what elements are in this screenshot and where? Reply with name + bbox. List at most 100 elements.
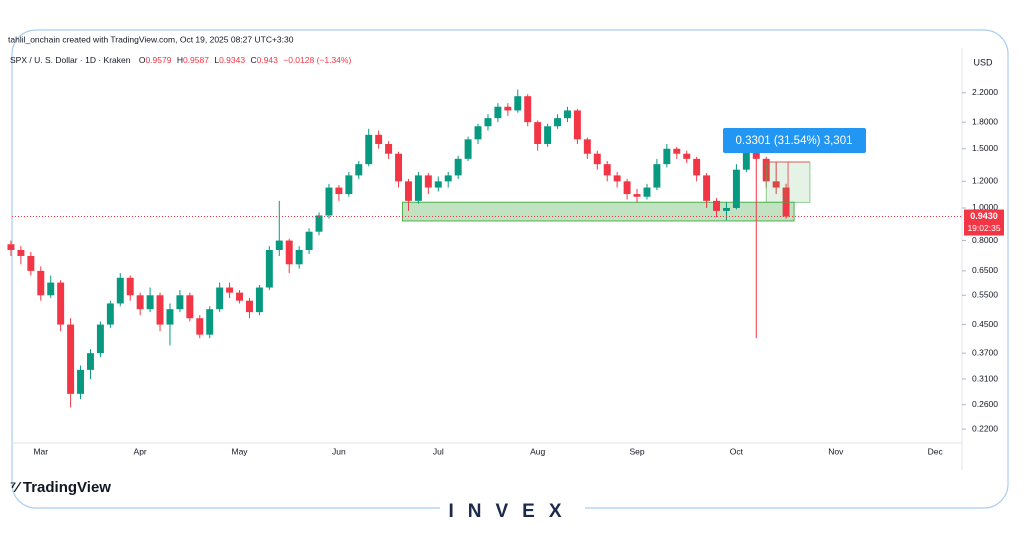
ohlc-letter: L (214, 55, 219, 65)
candle-body (255, 287, 263, 313)
candle-body (196, 318, 204, 335)
candle-body (136, 295, 144, 310)
candle-body (345, 175, 353, 195)
candle-body (275, 240, 283, 250)
ohlc-value: 0.9587 (183, 55, 209, 65)
candle-body (315, 215, 323, 232)
ohlc-letter: H (177, 55, 183, 65)
candle-body (17, 249, 25, 256)
candle-body (484, 118, 492, 127)
candle-body (106, 303, 114, 325)
candle-body (603, 164, 611, 176)
candle-body (295, 249, 303, 265)
x-tick-label: Sep (629, 446, 644, 456)
candle-body (554, 118, 562, 127)
candle-body (216, 287, 224, 310)
x-tick-label: Oct (730, 446, 744, 456)
candle-body (335, 187, 343, 195)
ohlc-value: 0.9343 (219, 55, 245, 65)
candle-body (494, 106, 502, 119)
candle-body (683, 153, 691, 159)
candle-body (166, 309, 174, 325)
y-tick-label: 0.3100 (972, 373, 998, 383)
candle-body (703, 175, 711, 201)
x-tick-label: Aug (530, 446, 545, 456)
countdown: 19:02:35 (967, 223, 1000, 233)
candle-body (414, 175, 422, 201)
candle-body (464, 139, 472, 159)
candle-body (236, 292, 244, 301)
x-tick-label: Jun (332, 446, 346, 456)
last-price-bg (964, 209, 1004, 236)
y-tick-label: 0.2200 (972, 423, 998, 433)
candle-body (593, 153, 601, 165)
currency: USD (973, 57, 993, 67)
candle-body (563, 110, 571, 119)
logo: ⁷⁄ TradingView (10, 479, 111, 496)
candle-body (325, 187, 333, 216)
candle-body (663, 148, 671, 165)
candle-body (544, 126, 552, 144)
candle-body (514, 96, 522, 111)
watermark-bg (440, 498, 585, 522)
candle-body (653, 164, 661, 188)
x-tick-label: Apr (134, 446, 147, 456)
measure-label: 0.3301 (31.54%) 3,301 (735, 135, 852, 147)
frame (11, 29, 1009, 509)
candle-body (365, 134, 373, 165)
candle-body (404, 181, 412, 201)
x-tick-label: Mar (33, 446, 48, 456)
ohlc-letter: O (139, 55, 146, 65)
y-tick-label: 0.6500 (972, 265, 998, 275)
ohlc-value: 0.943 (257, 55, 279, 65)
candle-body (772, 181, 780, 188)
candle-body (732, 169, 740, 208)
y-tick-label: 0.2600 (972, 399, 998, 409)
candle-body (37, 270, 45, 296)
candle-body (504, 106, 512, 111)
candle-body (245, 300, 253, 313)
ohlc-value: 0.9579 (145, 55, 171, 65)
y-tick-label: 2.2000 (972, 87, 998, 97)
candle-body (305, 231, 313, 250)
logo-text: TradingView (23, 479, 111, 496)
candle-body (474, 126, 482, 140)
candle-body (67, 324, 75, 394)
x-tick-label: Dec (928, 446, 944, 456)
candle-body (47, 282, 55, 296)
measure-label-bg (723, 128, 866, 153)
candle-body (96, 324, 104, 354)
candle-body (742, 143, 750, 170)
candle-body (633, 194, 641, 197)
change: −0.0128 (−1.34%) (283, 55, 351, 65)
credit: tahlil_onchain created with TradingView.… (8, 34, 294, 44)
last-price-label: 0.9430 (970, 211, 998, 221)
y-tick-label: 1.0000 (972, 202, 998, 212)
y-tick-label: 0.3700 (972, 347, 998, 357)
y-tick-label: 0.8000 (972, 235, 998, 245)
candle-body (713, 200, 721, 211)
ohlc-letter: C (250, 55, 256, 65)
candle-body (375, 134, 383, 144)
y-tick-label: 0.5500 (972, 290, 998, 300)
x-tick-label: May (232, 446, 249, 456)
candle-body (206, 309, 214, 335)
candle-body (444, 175, 452, 182)
candle-body (57, 282, 65, 325)
candle-body (693, 158, 701, 176)
candle-body (643, 187, 651, 197)
candle-body (395, 153, 403, 182)
candle-body (623, 181, 631, 195)
x-tick-label: Jul (433, 446, 444, 456)
watermark: INVEX (448, 501, 575, 522)
candle-body (524, 96, 532, 123)
candle-body (285, 240, 293, 265)
candle-body (534, 122, 542, 144)
candle-body (583, 139, 591, 154)
candle-body (146, 295, 154, 310)
candle-body (126, 277, 134, 296)
candle-body (424, 175, 432, 188)
candle-body (613, 175, 621, 182)
candle-body (385, 143, 393, 154)
